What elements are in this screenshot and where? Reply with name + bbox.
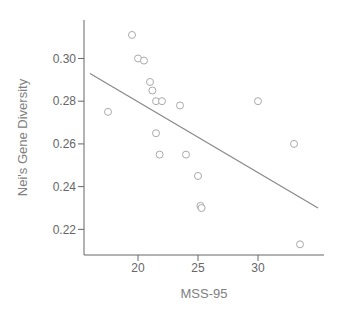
svg-text:25: 25	[191, 261, 205, 275]
svg-text:Nei's Gene Diversity: Nei's Gene Diversity	[15, 78, 30, 196]
svg-text:0.26: 0.26	[53, 137, 77, 151]
svg-text:20: 20	[131, 261, 145, 275]
svg-text:MSS-95: MSS-95	[181, 286, 228, 301]
svg-text:0.30: 0.30	[53, 52, 77, 66]
svg-text:0.28: 0.28	[53, 94, 77, 108]
svg-text:0.22: 0.22	[53, 223, 77, 237]
svg-text:0.24: 0.24	[53, 180, 77, 194]
svg-text:30: 30	[251, 261, 265, 275]
